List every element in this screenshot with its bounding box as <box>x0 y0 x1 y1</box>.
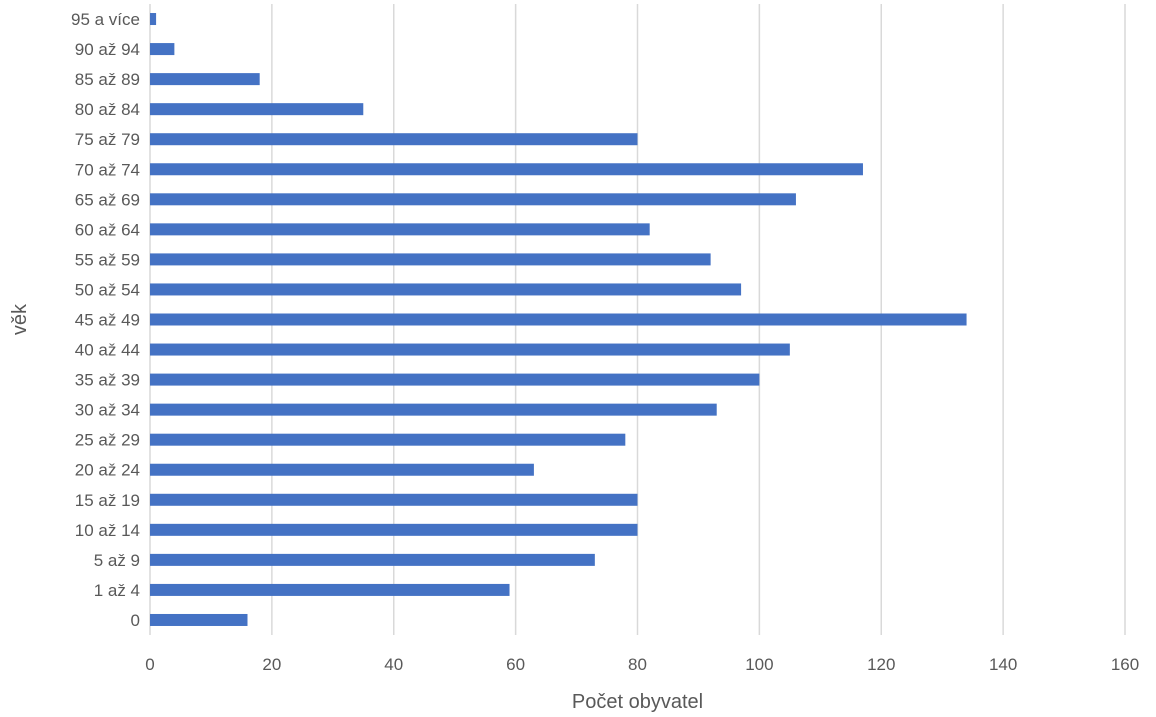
bar <box>150 523 638 536</box>
bar <box>150 283 742 296</box>
x-tick-label: 140 <box>989 655 1017 674</box>
bar <box>150 73 260 86</box>
y-tick-label: 30 až 34 <box>75 401 140 420</box>
y-tick-label: 85 až 89 <box>75 70 140 89</box>
bar <box>150 13 157 26</box>
x-tick-label: 40 <box>384 655 403 674</box>
bar <box>150 253 711 266</box>
y-tick-label: 95 a více <box>71 10 140 29</box>
y-tick-label: 40 až 44 <box>75 341 140 360</box>
y-tick-label: 45 až 49 <box>75 311 140 330</box>
bar <box>150 343 790 356</box>
x-tick-label: 120 <box>867 655 895 674</box>
y-tick-label: 90 až 94 <box>75 40 140 59</box>
y-tick-label: 55 až 59 <box>75 250 140 269</box>
x-tick-label: 100 <box>745 655 773 674</box>
y-tick-label: 75 až 79 <box>75 130 140 149</box>
y-tick-label: 1 až 4 <box>94 581 140 600</box>
x-tick-label: 0 <box>145 655 154 674</box>
y-tick-label: 25 až 29 <box>75 431 140 450</box>
y-axis-tick-labels: 0 1 až 4 5 až 9 10 až 14 15 až 19 20 až 24 25 … <box>71 10 140 630</box>
bar <box>150 313 967 326</box>
bar <box>150 373 760 386</box>
bar <box>150 463 534 476</box>
y-tick-label: 15 až 19 <box>75 491 140 510</box>
y-tick-label: 60 až 64 <box>75 220 140 239</box>
y-tick-label: 70 až 74 <box>75 160 140 179</box>
bar <box>150 583 510 596</box>
x-axis-tick-labels: 0 20 40 60 80 100 120 140 160 <box>145 655 1139 674</box>
x-tick-label: 20 <box>262 655 281 674</box>
y-tick-label: 80 až 84 <box>75 100 140 119</box>
x-tick-label: 160 <box>1111 655 1139 674</box>
bar <box>150 613 248 626</box>
x-tick-label: 80 <box>628 655 647 674</box>
bar <box>150 103 364 116</box>
y-tick-label: 50 až 54 <box>75 280 140 299</box>
y-tick-label: 65 až 69 <box>75 190 140 209</box>
y-tick-label: 0 <box>131 611 140 630</box>
y-tick-label: 35 až 39 <box>75 371 140 390</box>
bar <box>150 493 638 506</box>
bar <box>150 163 863 176</box>
bars <box>150 13 967 626</box>
bar <box>150 433 626 446</box>
bar <box>150 43 175 56</box>
x-tick-label: 60 <box>506 655 525 674</box>
y-tick-label: 10 až 14 <box>75 521 140 540</box>
y-tick-label: 5 až 9 <box>94 551 140 570</box>
y-tick-label: 20 až 24 <box>75 461 140 480</box>
bar <box>150 553 595 566</box>
x-axis-title: Počet obyvatel <box>572 691 703 713</box>
bar <box>150 223 650 236</box>
bar <box>150 193 796 206</box>
bar <box>150 403 717 416</box>
bar <box>150 133 638 146</box>
y-axis-title: věk <box>9 303 31 335</box>
